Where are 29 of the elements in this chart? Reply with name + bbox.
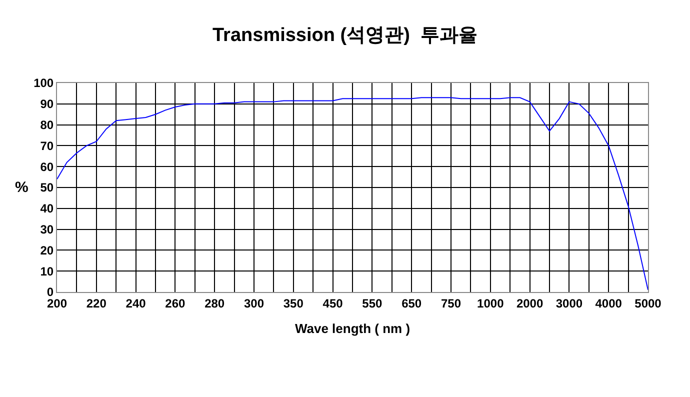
x-tick-label: 350 xyxy=(283,296,304,310)
x-tick-label: 300 xyxy=(244,296,264,310)
y-tick-label: 100 xyxy=(34,76,54,90)
x-tick-label: 260 xyxy=(165,296,186,310)
x-tick-label: 650 xyxy=(402,296,422,310)
x-tick-label: 5000 xyxy=(634,296,662,310)
y-tick-label: 20 xyxy=(40,243,54,258)
x-tick-label: 280 xyxy=(204,296,225,310)
x-tick-label: 550 xyxy=(362,296,383,310)
line-series xyxy=(57,97,648,290)
x-tick-label: 450 xyxy=(322,296,344,310)
y-tick-label: 50 xyxy=(40,180,54,195)
x-tick-label: 750 xyxy=(440,296,462,310)
x-axis-title: Wave length ( nm ) xyxy=(294,321,410,336)
y-tick-label: 90 xyxy=(40,97,54,112)
y-tick-label: 30 xyxy=(40,222,54,236)
x-tick-label: 4000 xyxy=(595,296,622,310)
y-tick-label: 10 xyxy=(40,264,54,278)
x-tick-label: 1000 xyxy=(477,296,504,310)
x-tick-label: 2000 xyxy=(516,296,544,310)
y-axis-title: % xyxy=(15,179,28,196)
x-tick-label: 240 xyxy=(126,296,146,310)
x-tick-label: 3000 xyxy=(556,296,583,310)
y-tick-label: 40 xyxy=(40,202,54,216)
x-tick-label: 220 xyxy=(86,296,107,310)
y-tick-label: 80 xyxy=(40,118,54,132)
y-tick-label: 70 xyxy=(40,138,54,153)
chart-title: Transmission (석영관) 투과율 xyxy=(212,25,478,46)
y-tick-label: 60 xyxy=(40,160,54,174)
